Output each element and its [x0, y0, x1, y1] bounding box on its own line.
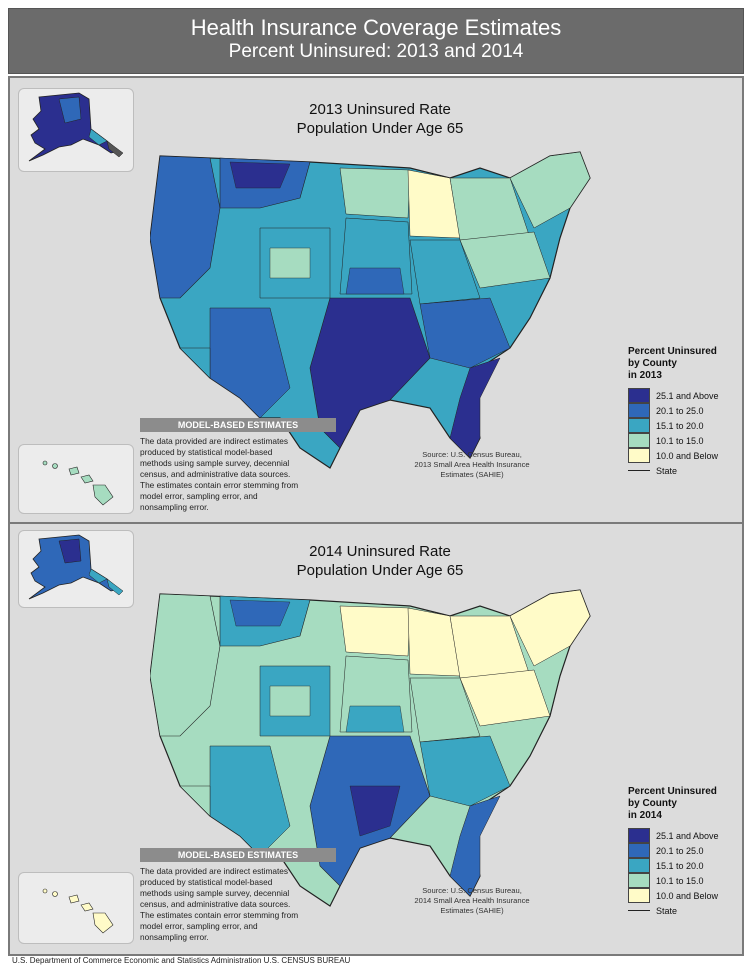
- legend-swatch: [628, 858, 650, 873]
- map-title-line2: Population Under Age 65: [296, 562, 464, 579]
- legend-item: State: [628, 463, 738, 478]
- source-line: 2013 Small Area Health Insurance: [414, 460, 530, 469]
- state-line-symbol: [628, 470, 650, 471]
- model-note-line: methods using sample survey, decennial: [140, 458, 290, 468]
- legend-title-line: in 2013: [628, 370, 662, 381]
- legend-label: 10.1 to 15.0: [656, 435, 704, 446]
- main-subtitle: Percent Uninsured: 2013 and 2014: [228, 41, 524, 62]
- model-note-line: nonsampling error.: [140, 932, 209, 942]
- alaska-map: [28, 534, 124, 600]
- legend-title: Percent Uninsured by County in 2013: [628, 346, 738, 382]
- model-note-line: produced by statistical model-based: [140, 877, 273, 887]
- legend-label: State: [656, 465, 678, 476]
- model-note-line: census, and administrative data sources.: [140, 899, 291, 909]
- alaska-map: [28, 92, 124, 162]
- legend-title-line: in 2014: [628, 810, 662, 821]
- model-note-line: produced by statistical model-based: [140, 447, 273, 457]
- us-map-2013: [150, 151, 591, 469]
- model-note-line: nonsampling error.: [140, 502, 209, 512]
- source-line: Source: U.S. Census Bureau,: [422, 886, 522, 895]
- legend-item: 15.1 to 20.0: [628, 418, 738, 433]
- legend-label: State: [656, 905, 678, 916]
- hawaii-map: [42, 888, 114, 934]
- legend-title-line: Percent Uninsured: [628, 346, 717, 357]
- main-title: Health Insurance Coverage Estimates: [190, 15, 562, 40]
- map-title-line1: 2013 Uninsured Rate: [309, 101, 451, 118]
- model-note-text: The data provided are indirect estimates…: [140, 866, 336, 943]
- model-note-heading: MODEL-BASED ESTIMATES: [140, 418, 336, 432]
- model-note-line: model error, sampling error, and: [140, 491, 258, 501]
- legend-item: 10.0 and Below: [628, 448, 738, 463]
- legend-label: 10.0 and Below: [656, 450, 719, 461]
- alaska-inset: [18, 530, 134, 608]
- map-title-line2: Population Under Age 65: [296, 120, 464, 137]
- legend-item: 25.1 and Above: [628, 388, 738, 403]
- legend-swatch: [628, 418, 650, 433]
- model-based-note: MODEL-BASED ESTIMATES The data provided …: [140, 848, 336, 943]
- model-note-line: The estimates contain error stemming fro…: [140, 910, 299, 920]
- legend-swatch: [628, 448, 650, 463]
- legend-swatch: [628, 843, 650, 858]
- alaska-inset: [18, 88, 134, 172]
- legend-label: 20.1 to 25.0: [656, 405, 704, 416]
- legend-item: 10.1 to 15.0: [628, 433, 738, 448]
- model-note-line: methods using sample survey, decennial: [140, 888, 290, 898]
- legend-label: 20.1 to 25.0: [656, 845, 704, 856]
- legend-title-line: by County: [628, 358, 677, 369]
- legend-title-line: Percent Uninsured: [628, 786, 717, 797]
- model-note-line: The data provided are indirect estimates: [140, 866, 289, 876]
- model-note-line: The data provided are indirect estimates: [140, 436, 289, 446]
- model-note-line: model error, sampling error, and: [140, 921, 258, 931]
- model-note-line: census, and administrative data sources.: [140, 469, 291, 479]
- source-line: Estimates (SAHIE): [440, 906, 504, 915]
- legend-swatch: [628, 433, 650, 448]
- legend-swatch: [628, 888, 650, 903]
- source-line: Source: U.S. Census Bureau,: [422, 450, 522, 459]
- legend-2013: Percent Uninsured by County in 2013 25.1…: [628, 346, 738, 478]
- legend-2014: Percent Uninsured by County in 2014 25.1…: [628, 786, 738, 918]
- legend-label: 10.0 and Below: [656, 890, 719, 901]
- model-note-heading: MODEL-BASED ESTIMATES: [140, 848, 336, 862]
- source-note: Source: U.S. Census Bureau, 2014 Small A…: [402, 886, 542, 916]
- legend-swatch: [628, 403, 650, 418]
- legend-swatch: [628, 828, 650, 843]
- legend-item: 20.1 to 25.0: [628, 403, 738, 418]
- title-banner: Health Insurance Coverage Estimates Perc…: [8, 8, 744, 74]
- us-map-2014: [150, 589, 591, 907]
- hawaii-inset: [18, 444, 134, 514]
- legend-swatch: [628, 388, 650, 403]
- map-panel-2013: 2013 Uninsured Rate Population Under Age…: [8, 76, 744, 526]
- source-note: Source: U.S. Census Bureau, 2013 Small A…: [402, 450, 542, 480]
- source-line: 2014 Small Area Health Insurance: [414, 896, 530, 905]
- legend-label: 10.1 to 15.0: [656, 875, 704, 886]
- model-note-line: The estimates contain error stemming fro…: [140, 480, 299, 490]
- legend-title: Percent Uninsured by County in 2014: [628, 786, 738, 822]
- legend-label: 25.1 and Above: [656, 830, 719, 841]
- model-note-text: The data provided are indirect estimates…: [140, 436, 336, 513]
- legend-swatch: [628, 873, 650, 888]
- map-panel-2014: 2014 Uninsured Rate Population Under Age…: [8, 522, 744, 956]
- source-line: Estimates (SAHIE): [440, 470, 504, 479]
- legend-item: State: [628, 903, 738, 918]
- hawaii-inset: [18, 872, 134, 944]
- legend-label: 25.1 and Above: [656, 390, 719, 401]
- legend-item: 20.1 to 25.0: [628, 843, 738, 858]
- legend-item: 25.1 and Above: [628, 828, 738, 843]
- model-based-note: MODEL-BASED ESTIMATES The data provided …: [140, 418, 336, 513]
- footer-credit: U.S. Department of Commerce Economic and…: [12, 956, 351, 965]
- map-title-line1: 2014 Uninsured Rate: [309, 543, 451, 560]
- legend-label: 15.1 to 20.0: [656, 420, 704, 431]
- legend-label: 15.1 to 20.0: [656, 860, 704, 871]
- legend-item: 15.1 to 20.0: [628, 858, 738, 873]
- legend-title-line: by County: [628, 798, 677, 809]
- hawaii-map: [42, 460, 114, 506]
- legend-item: 10.1 to 15.0: [628, 873, 738, 888]
- state-line-symbol: [628, 910, 650, 911]
- legend-item: 10.0 and Below: [628, 888, 738, 903]
